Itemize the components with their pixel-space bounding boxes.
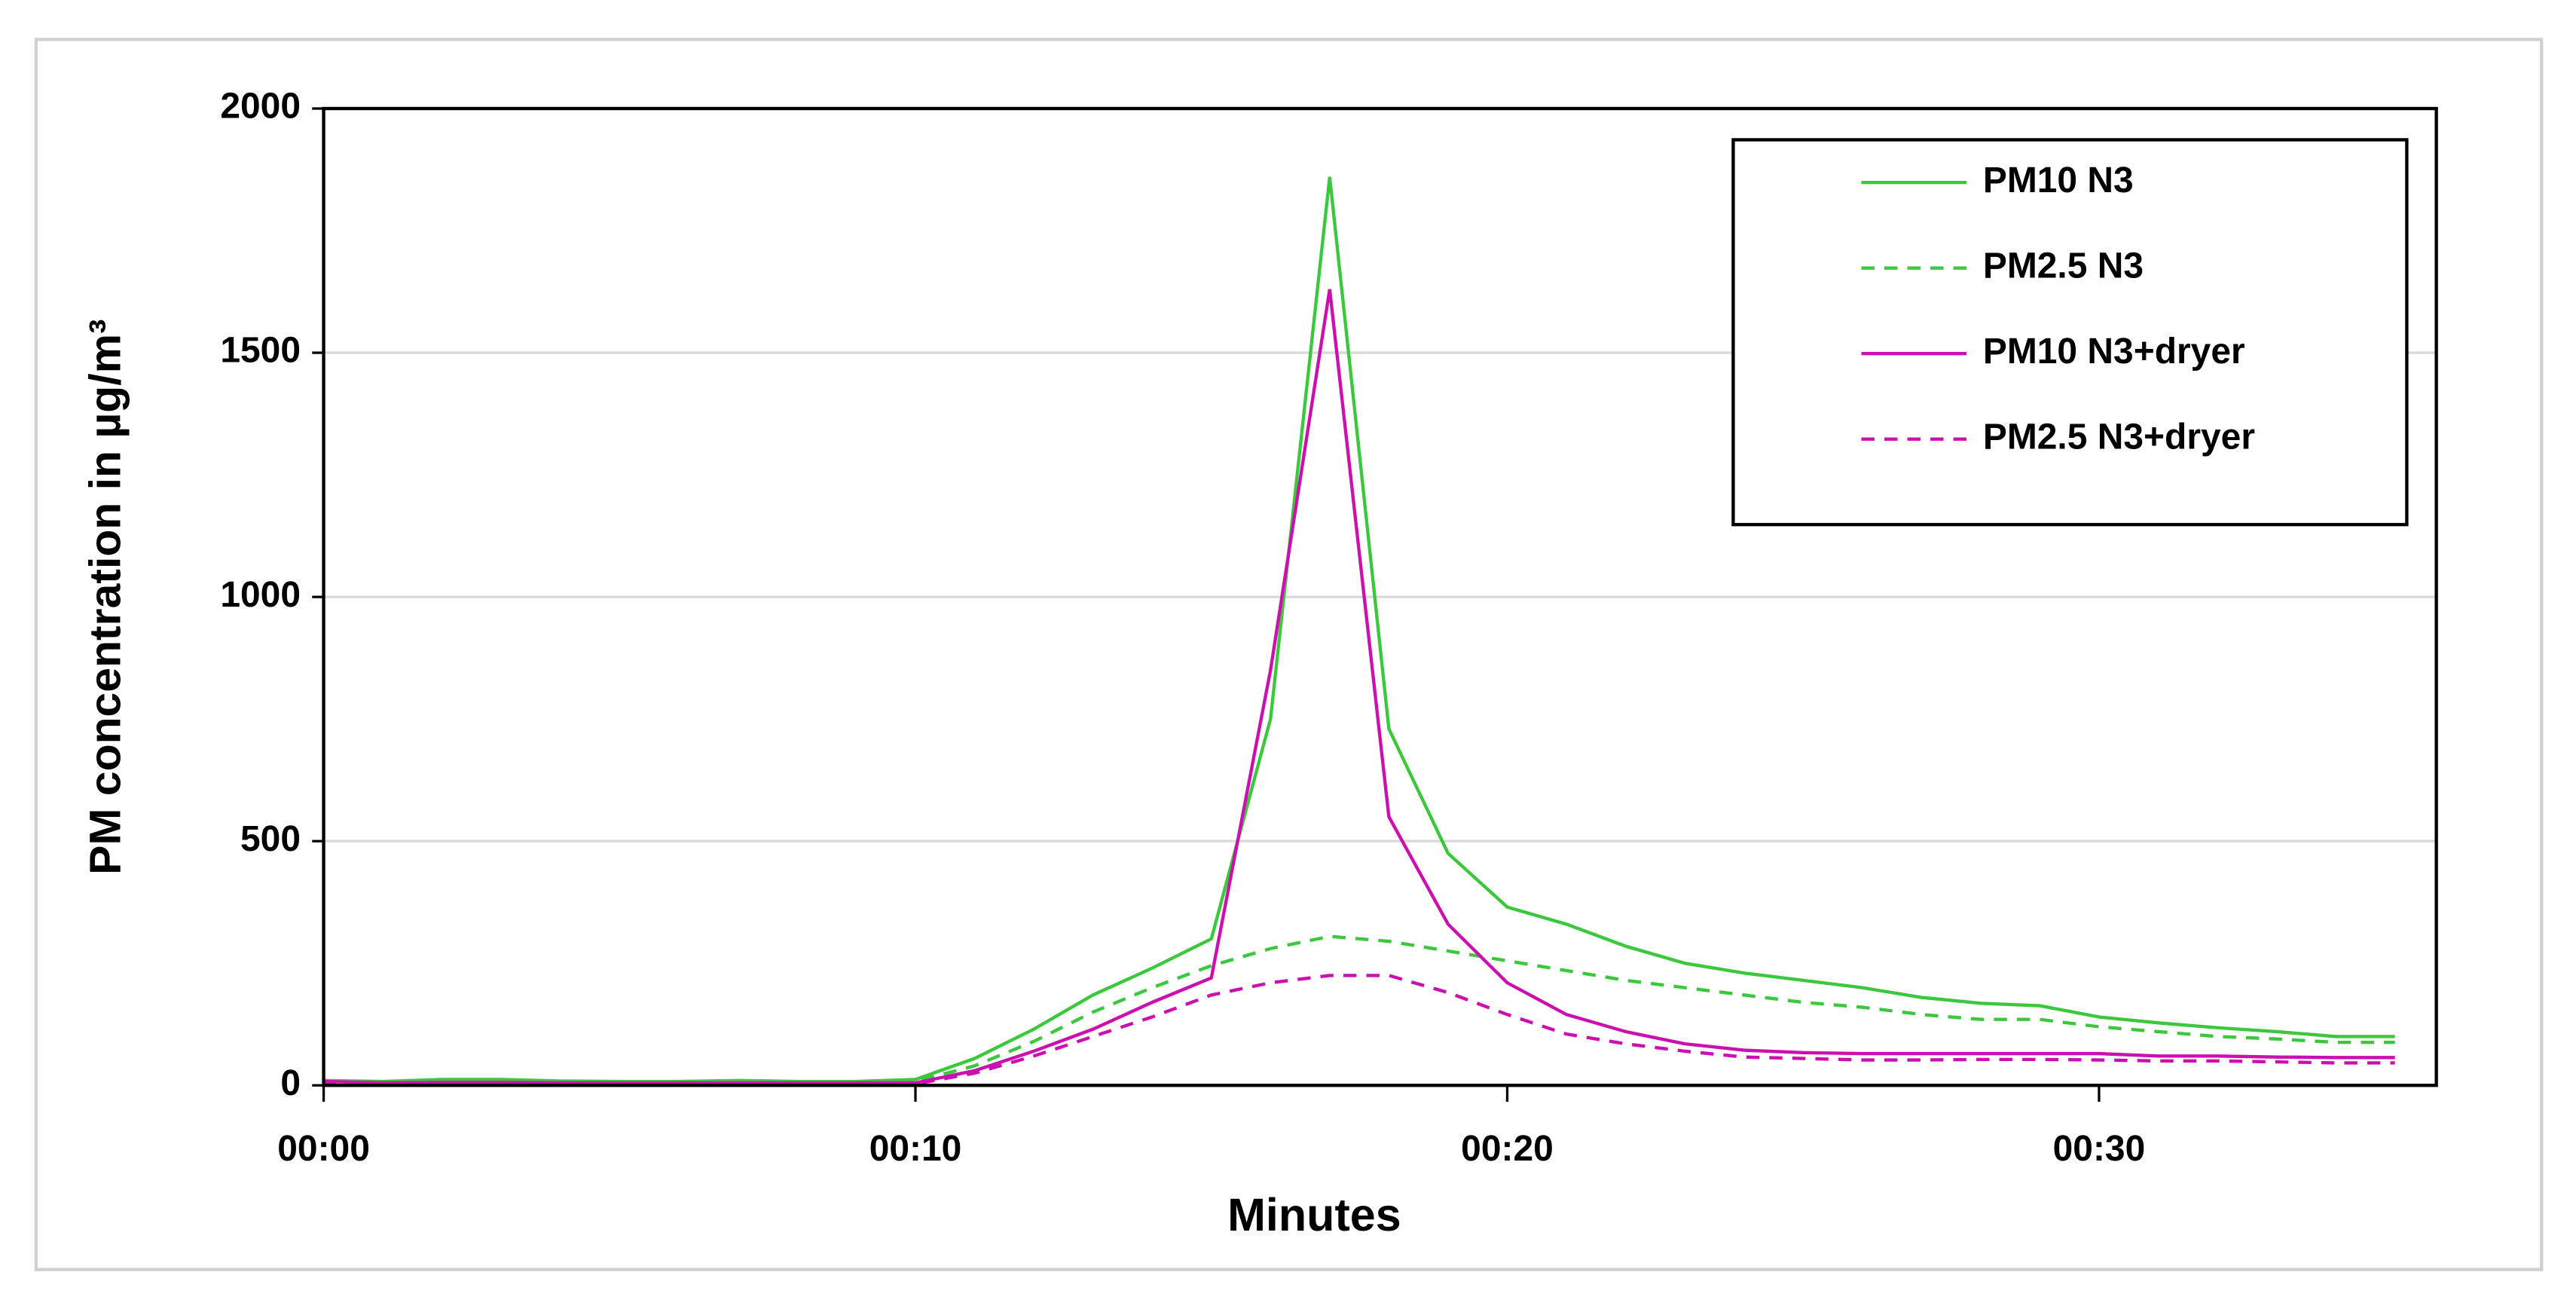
x-tick-label: 00:30 [2053, 1129, 2146, 1169]
y-tick-label: 1500 [220, 331, 301, 371]
x-tick-label: 00:20 [1461, 1129, 1554, 1169]
y-tick-label: 0 [280, 1063, 301, 1103]
plot-frame [322, 106, 2438, 1087]
legend-label: PM2.5 N3 [1983, 246, 2144, 286]
x-tick-label: 00:10 [869, 1129, 962, 1169]
legend-box [1731, 138, 2409, 527]
y-axis-title: PM concentration in µg/m³ [81, 319, 130, 874]
y-tick-label: 2000 [220, 87, 301, 127]
y-tick-label: 1000 [220, 575, 301, 615]
x-tick-label: 00:00 [277, 1129, 370, 1169]
legend-label: PM10 N3 [1983, 161, 2134, 200]
legend-label: PM2.5 N3+dryer [1983, 417, 2255, 457]
legend-label: PM10 N3+dryer [1983, 332, 2245, 372]
y-tick-label: 500 [240, 819, 301, 859]
x-axis-title: Minutes [1227, 1189, 1401, 1240]
